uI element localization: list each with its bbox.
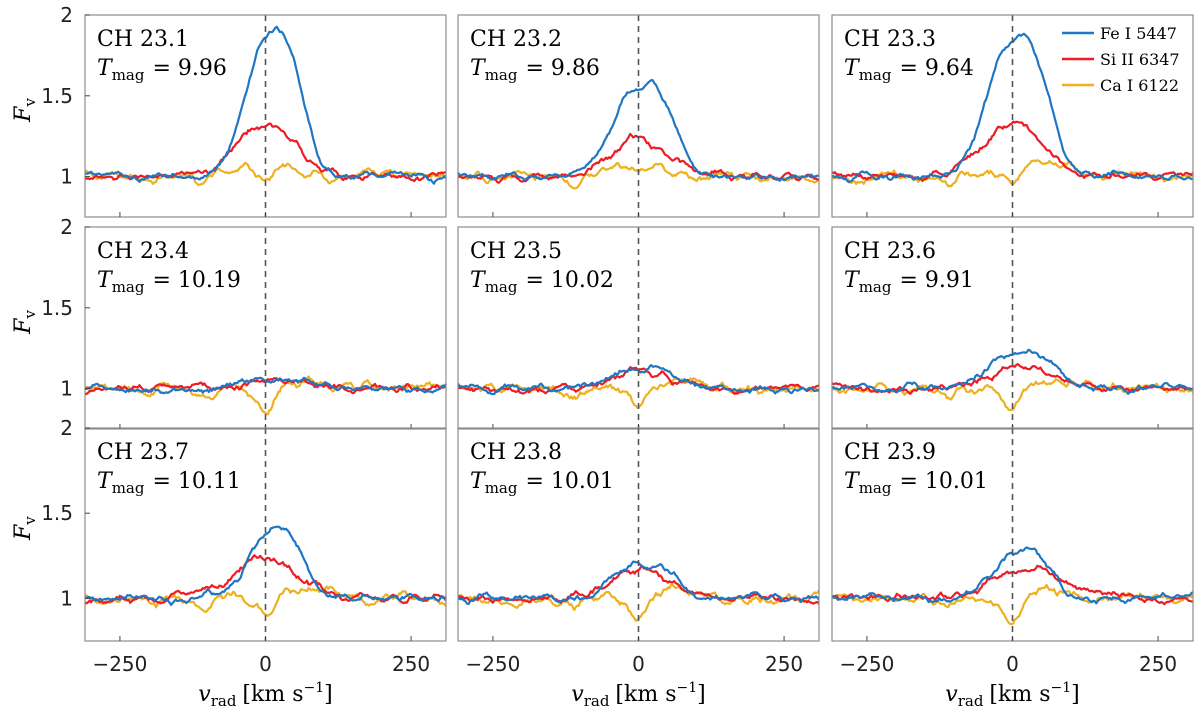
plot-area — [85, 525, 446, 617]
panel-tmag: Tmag = 9.96 — [97, 56, 227, 84]
x-tick-label: 0 — [632, 652, 645, 676]
x-axis-label: vrad [km s−1] — [198, 680, 332, 710]
panel-ch-23-1: CH 23.1 Tmag = 9.96 1 1.5 2 Fv — [11, 3, 447, 218]
legend-label: Ca I 6122 — [1100, 76, 1179, 95]
series-ca-line — [832, 378, 1193, 412]
x-tick-label: −250 — [465, 652, 520, 676]
panel-ch-23-7: CH 23.7 Tmag = 10.11 1 1.5 2 Fv −250 0 250 vrad [km… — [11, 416, 447, 710]
panel-title: CH 23.5 — [470, 239, 562, 264]
x-tick-label: 250 — [1139, 652, 1177, 676]
y-tick-label: 2 — [60, 416, 73, 440]
panel-tmag: Tmag = 9.64 — [844, 56, 974, 84]
x-tick-label: 250 — [392, 652, 430, 676]
y-tick-label: 1.5 — [41, 84, 73, 108]
panel-title: CH 23.2 — [470, 27, 562, 52]
panel-title: CH 23.4 — [97, 239, 189, 264]
y-tick-label: 1.5 — [41, 296, 73, 320]
y-axis-label: Fv — [11, 310, 39, 335]
panel-ch-23-9: CH 23.9 Tmag = 10.01 −250 0 250 vrad [km s−1] — [831, 427, 1194, 710]
series-si-line — [832, 120, 1193, 182]
x-tick-label: 0 — [1006, 652, 1019, 676]
panel-tmag: Tmag = 9.91 — [844, 268, 974, 296]
panel-tmag: Tmag = 10.19 — [97, 268, 241, 296]
y-axis-label: Fv — [11, 98, 39, 123]
panels-layer: CH 23.1 Tmag = 9.96 1 1.5 2 Fv CH 23.2 Tmag = 9.8… — [11, 3, 1194, 710]
panel-title: CH 23.8 — [470, 440, 562, 465]
y-tick-label: 2 — [60, 215, 73, 239]
series-fe-line — [458, 79, 819, 182]
panel-ch-23-3: CH 23.3 Tmag = 9.64 — [831, 14, 1194, 218]
panel-title: CH 23.6 — [844, 239, 936, 264]
panel-ch-23-6: CH 23.6 Tmag = 9.91 — [831, 226, 1194, 430]
panel-title: CH 23.1 — [97, 27, 189, 52]
panel-ch-23-5: CH 23.5 Tmag = 10.02 — [457, 226, 820, 430]
legend-label: Fe I 5447 — [1100, 24, 1177, 43]
panel-ch-23-4: CH 23.4 Tmag = 10.19 1 1.5 2 Fv — [11, 215, 447, 430]
y-axis-label: Fv — [11, 516, 39, 541]
x-tick-label: −250 — [92, 652, 147, 676]
series-fe-line — [85, 525, 446, 606]
x-tick-label: −250 — [839, 652, 894, 676]
plot-area — [832, 348, 1193, 412]
panel-title: CH 23.9 — [844, 440, 936, 465]
x-tick-label: 0 — [259, 652, 272, 676]
panel-tmag: Tmag = 10.02 — [470, 268, 614, 296]
panel-tmag: Tmag = 10.11 — [97, 469, 241, 497]
panel-ch-23-2: CH 23.2 Tmag = 9.86 — [457, 14, 820, 218]
panel-tmag: Tmag = 10.01 — [844, 469, 988, 497]
series-ca-line — [85, 585, 446, 617]
x-axis-label: vrad [km s−1] — [945, 680, 1079, 710]
y-tick-label: 1 — [60, 377, 73, 401]
y-tick-label: 1 — [60, 165, 73, 189]
legend: Fe I 5447 Si II 6347 Ca I 6122 — [1062, 24, 1180, 95]
panel-tmag: Tmag = 9.86 — [470, 56, 600, 84]
panel-ch-23-8: CH 23.8 Tmag = 10.01 −250 0 250 vrad [km s−1] — [457, 427, 820, 710]
series-fe-line — [832, 348, 1193, 395]
x-tick-label: 250 — [765, 652, 803, 676]
y-tick-label: 1.5 — [41, 501, 73, 525]
y-tick-label: 2 — [60, 3, 73, 27]
y-tick-label: 1 — [60, 586, 73, 610]
panel-tmag: Tmag = 10.01 — [470, 469, 614, 497]
x-axis-label: vrad [km s−1] — [571, 680, 705, 710]
plot-area — [458, 560, 819, 622]
legend-label: Si II 6347 — [1100, 50, 1180, 69]
panel-title: CH 23.3 — [844, 27, 936, 52]
panel-title: CH 23.7 — [97, 440, 189, 465]
